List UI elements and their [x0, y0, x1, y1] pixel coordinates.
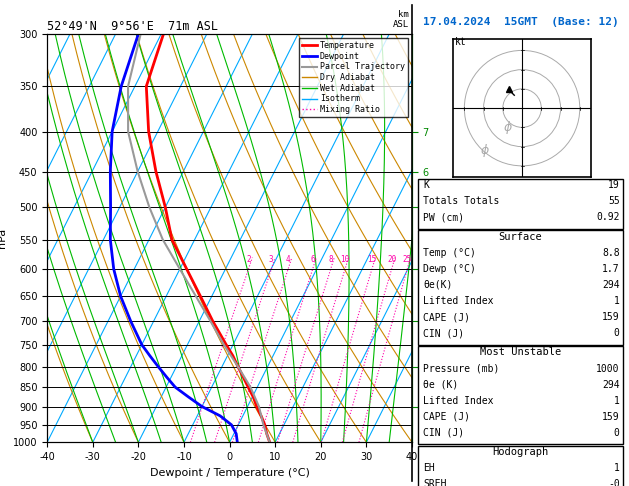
Text: PW (cm): PW (cm) [423, 212, 464, 223]
Text: 20: 20 [387, 255, 396, 264]
Text: 4: 4 [286, 255, 291, 264]
Text: 1: 1 [614, 396, 620, 406]
Text: 8.8: 8.8 [602, 248, 620, 258]
Text: Dewp (°C): Dewp (°C) [423, 264, 476, 274]
Text: 8: 8 [328, 255, 333, 264]
Text: 0: 0 [614, 428, 620, 438]
Text: CAPE (J): CAPE (J) [423, 412, 470, 422]
Text: Lifted Index: Lifted Index [423, 396, 494, 406]
Text: 0: 0 [614, 328, 620, 338]
Text: 294: 294 [602, 380, 620, 390]
Text: 15: 15 [367, 255, 377, 264]
Text: Lifted Index: Lifted Index [423, 296, 494, 306]
Text: 1: 1 [614, 463, 620, 473]
Text: EH: EH [423, 463, 435, 473]
Text: 159: 159 [602, 412, 620, 422]
Text: 1000: 1000 [596, 364, 620, 374]
Legend: Temperature, Dewpoint, Parcel Trajectory, Dry Adiabat, Wet Adiabat, Isotherm, Mi: Temperature, Dewpoint, Parcel Trajectory… [299, 38, 408, 117]
Text: K: K [423, 180, 429, 191]
Text: Temp (°C): Temp (°C) [423, 248, 476, 258]
Text: 52°49'N  9°56'E  71m ASL: 52°49'N 9°56'E 71m ASL [47, 20, 218, 33]
Text: 55: 55 [608, 196, 620, 207]
Text: 1: 1 [614, 296, 620, 306]
Text: CIN (J): CIN (J) [423, 328, 464, 338]
Text: 2: 2 [246, 255, 251, 264]
Text: 19: 19 [608, 180, 620, 191]
Text: 25: 25 [403, 255, 412, 264]
Text: SREH: SREH [423, 479, 447, 486]
Text: kt: kt [455, 36, 467, 47]
Text: km
ASL: km ASL [392, 11, 409, 29]
Text: 6: 6 [310, 255, 315, 264]
Text: θe(K): θe(K) [423, 280, 453, 290]
Text: 10: 10 [340, 255, 350, 264]
Text: $\mathit{\phi}$: $\mathit{\phi}$ [503, 119, 513, 136]
Text: 1.7: 1.7 [602, 264, 620, 274]
Text: 3: 3 [269, 255, 274, 264]
Y-axis label: Mixing Ratio (g/kg): Mixing Ratio (g/kg) [453, 192, 463, 284]
Text: -0: -0 [608, 479, 620, 486]
Text: 0.92: 0.92 [596, 212, 620, 223]
Text: CAPE (J): CAPE (J) [423, 312, 470, 322]
Text: 159: 159 [602, 312, 620, 322]
Text: CIN (J): CIN (J) [423, 428, 464, 438]
Text: 294: 294 [602, 280, 620, 290]
Text: θe (K): θe (K) [423, 380, 459, 390]
Text: $\mathit{\phi}$: $\mathit{\phi}$ [480, 142, 489, 159]
Text: Most Unstable: Most Unstable [480, 347, 561, 358]
X-axis label: Dewpoint / Temperature (°C): Dewpoint / Temperature (°C) [150, 468, 309, 478]
Y-axis label: hPa: hPa [0, 228, 8, 248]
Text: 17.04.2024  15GMT  (Base: 12): 17.04.2024 15GMT (Base: 12) [423, 17, 618, 27]
Text: Hodograph: Hodograph [493, 447, 548, 457]
Text: Pressure (mb): Pressure (mb) [423, 364, 499, 374]
Text: Totals Totals: Totals Totals [423, 196, 499, 207]
Text: Surface: Surface [499, 232, 542, 242]
